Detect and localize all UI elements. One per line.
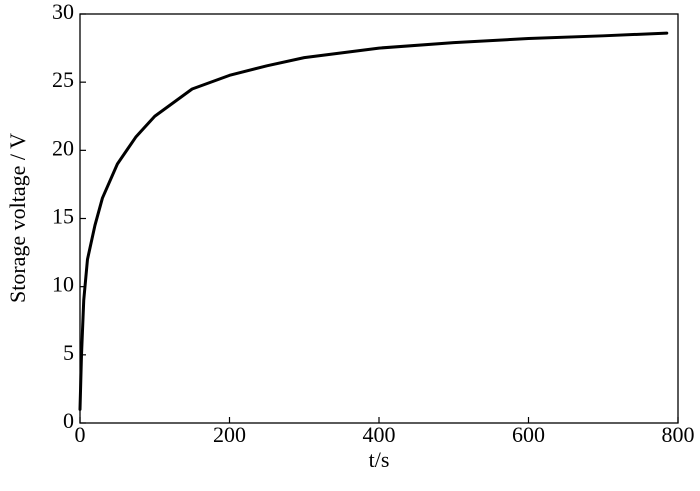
y-tick-label: 20	[52, 135, 74, 160]
x-tick-label: 800	[662, 422, 695, 447]
x-tick-label: 400	[363, 422, 396, 447]
y-tick-label: 10	[52, 272, 74, 297]
y-tick-label: 25	[52, 67, 74, 92]
y-tick-label: 0	[63, 408, 74, 433]
y-tick-label: 30	[52, 0, 74, 24]
x-tick-label: 0	[75, 422, 86, 447]
plot-frame	[79, 13, 679, 424]
x-tick-label: 600	[512, 422, 545, 447]
y-tick-label: 5	[63, 340, 74, 365]
y-axis-label: Storage voltage / V	[5, 133, 30, 303]
y-tick-label: 15	[52, 204, 74, 229]
x-tick-label: 200	[213, 422, 246, 447]
x-axis-label: t/s	[369, 447, 390, 472]
data-line	[78, 31, 669, 411]
